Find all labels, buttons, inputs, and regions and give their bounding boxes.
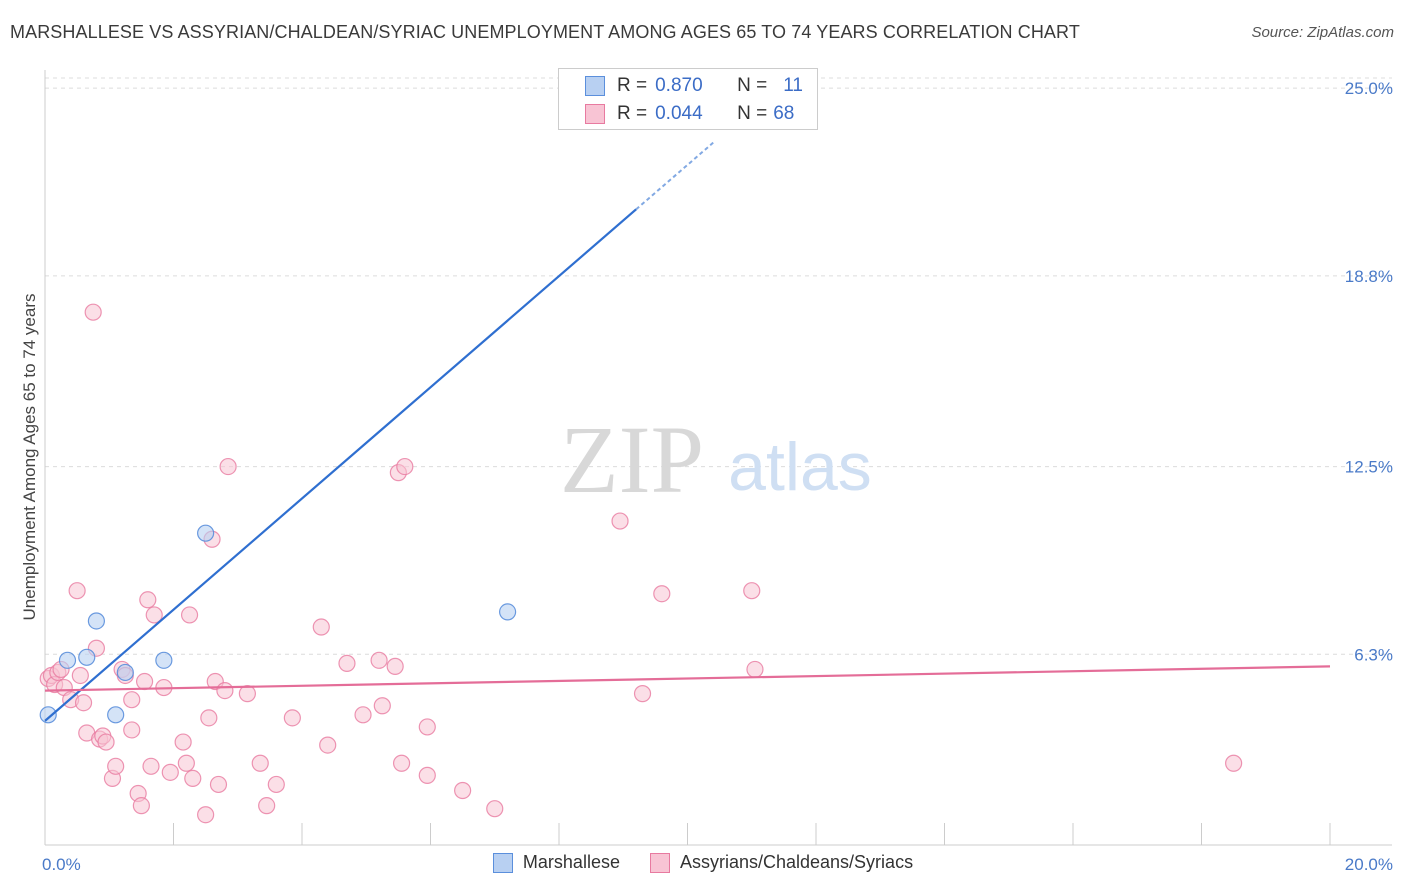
assyrian-point [68,582,86,600]
assyrian-point [251,754,269,772]
assyrian-point [216,682,234,700]
assyrian-trend-line [44,665,1331,692]
assyrian-point [197,806,215,824]
n-label: N = [737,103,768,124]
assyrian-point [258,797,276,815]
marshallese-point [107,706,125,724]
y-tick-label: 12.5% [1345,458,1393,477]
r-value-marshallese: 0.870 [655,75,703,96]
assyrian-point [71,666,89,685]
assyrian-point [267,775,285,794]
assyrian-point [283,709,301,727]
legend-swatch-marshallese [492,852,513,873]
r-label: R = [617,103,648,124]
legend-swatch-assyrian [649,852,670,873]
stats-row-assyrian: R = 0.044 N = 68 [585,101,794,127]
assyrian-point [177,754,195,772]
assyrian-point [123,721,141,739]
assyrian-point [633,685,652,703]
r-label: R = [617,75,648,96]
x-tick-label-max: 20.0% [1345,855,1393,874]
marshallese-points [39,76,645,724]
legend-label-marshallese: Marshallese [522,852,620,872]
watermark-atlas: atlas [728,429,872,505]
assyrian-point [653,585,671,603]
assyrian-point [161,763,179,781]
assyrian-point [319,736,337,754]
assyrian-point [107,757,125,775]
marshallese-point [39,706,57,724]
assyrian-point [145,606,163,624]
n-value-marshallese: 11 [783,75,803,96]
stats-row-marshallese: R = 0.870 N = 11 [585,73,803,99]
marshallese-point [58,651,77,669]
assyrian-point [142,757,160,775]
assyrian-point [370,651,388,669]
assyrian-point [338,654,356,672]
marshallese-trend-extension [635,141,714,211]
y-tick-label: 6.3% [1354,645,1393,664]
assyrian-point [74,694,93,712]
gridlines [45,77,1392,655]
assyrian-points [39,303,1243,824]
marshallese-point [87,612,106,630]
marshallese-point [78,648,96,666]
source-label: Source: ZipAtlas.com [1251,24,1394,41]
y-tick-label: 25.0% [1345,79,1393,98]
assyrian-point [396,457,414,476]
marshallese-point [197,524,215,542]
assyrian-point [418,766,436,784]
assyrian-point [386,657,404,675]
assyrian-point [174,733,192,751]
assyrian-point [135,672,154,691]
assyrian-point [354,706,372,724]
assyrian-point [238,685,256,703]
assyrian-point [209,775,228,794]
assyrian-point [312,618,330,636]
marshallese-trend-line [44,208,637,722]
assyrian-point [418,718,436,736]
assyrian-point [454,781,472,800]
assyrian-point [219,457,237,476]
assyrian-point [1225,754,1243,772]
stats-box: R = 0.870 N = 11 R = 0.044 N = 68 [558,68,818,130]
assyrian-point [180,606,199,624]
axes [44,70,1392,846]
marshallese-swatch [585,76,605,96]
watermark-zip: ZIP [560,406,704,513]
assyrian-point [84,303,102,321]
r-value-assyrian: 0.044 [655,103,703,124]
y-tick-label: 18.8% [1345,267,1393,286]
assyrian-point [184,769,202,787]
watermark: ZIP atlas [560,406,872,513]
legend-label-assyrian: Assyrians/Chaldeans/Syriacs [679,852,914,872]
marshallese-point [116,663,134,682]
legend: Marshallese Assyrians/Chaldeans/Syriacs [0,852,1406,873]
assyrian-point [373,697,391,715]
assyrian-point [97,733,115,751]
n-value-assyrian: 68 [773,103,795,124]
assyrian-point [139,591,157,609]
assyrian-point [611,512,629,530]
assyrian-point [123,691,141,709]
trend-lines [44,141,1331,722]
assyrian-point [743,582,761,600]
n-label: N = [737,75,768,96]
assyrian-point [746,660,764,679]
legend-item-assyrian[interactable]: Assyrians/Chaldeans/Syriacs [649,852,914,873]
tick-labels: 6.3% 12.5% 18.8% 25.0% 0.0% 20.0% [42,79,1393,874]
marshallese-point [499,603,517,621]
chart-title: MARSHALLESE VS ASSYRIAN/CHALDEAN/SYRIAC … [10,22,1080,42]
assyrian-point [486,800,504,818]
assyrian-point [132,797,150,815]
assyrian-point [200,709,218,727]
assyrian-point [392,754,411,772]
marshallese-point [155,651,173,669]
x-tick-label-min: 0.0% [42,855,81,874]
legend-item-marshallese[interactable]: Marshallese [492,852,620,873]
assyrian-swatch [585,104,605,124]
